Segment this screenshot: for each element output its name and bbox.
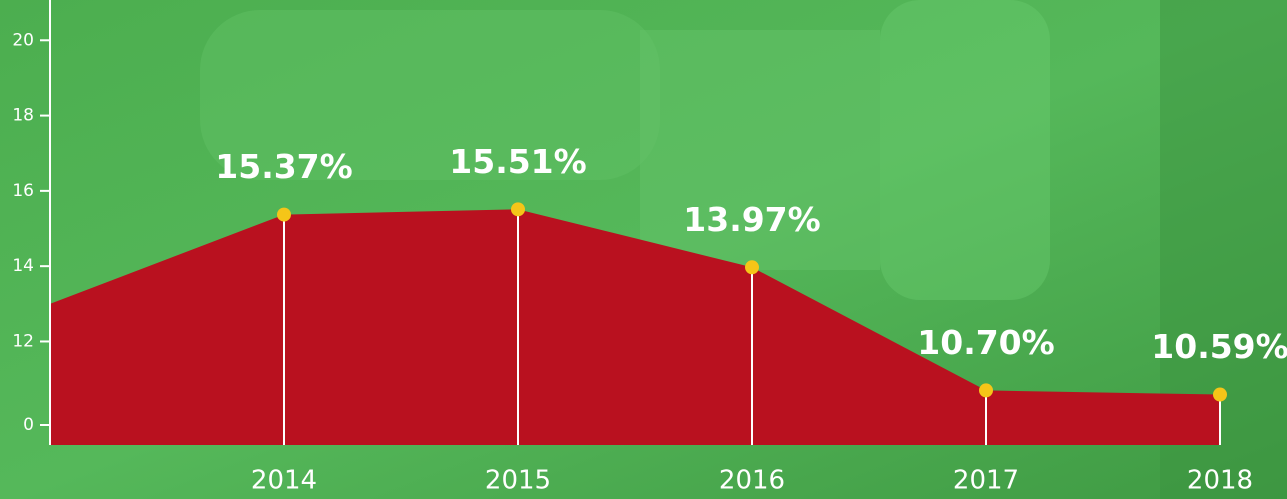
value-label: 13.97% [683,200,820,239]
marker [1213,387,1227,402]
marker [277,207,291,222]
y-tick-label: 18 [12,106,34,126]
x-tick-label: 2014 [251,466,317,496]
marker [745,260,759,275]
area [50,209,1220,445]
y-tick-label: 16 [12,181,34,201]
value-label: 10.59% [1151,327,1287,366]
photo-shape [880,0,1050,300]
value-label: 15.51% [449,142,586,181]
y-tick-label: 12 [12,331,34,351]
x-tick-label: 2017 [953,466,1019,496]
value-label: 10.70% [917,323,1054,362]
marker [511,202,525,217]
y-tick-label: 14 [12,256,34,276]
photo-shape [200,10,660,180]
photo-shape [640,30,880,270]
marker [979,383,993,398]
x-tick-label: 2015 [485,466,551,496]
x-tick-label: 2018 [1187,466,1253,496]
value-label: 15.37% [215,147,352,186]
y-tick-label: 0 [23,415,34,435]
y-tick-label: 20 [12,30,34,50]
x-tick-label: 2016 [719,466,785,496]
